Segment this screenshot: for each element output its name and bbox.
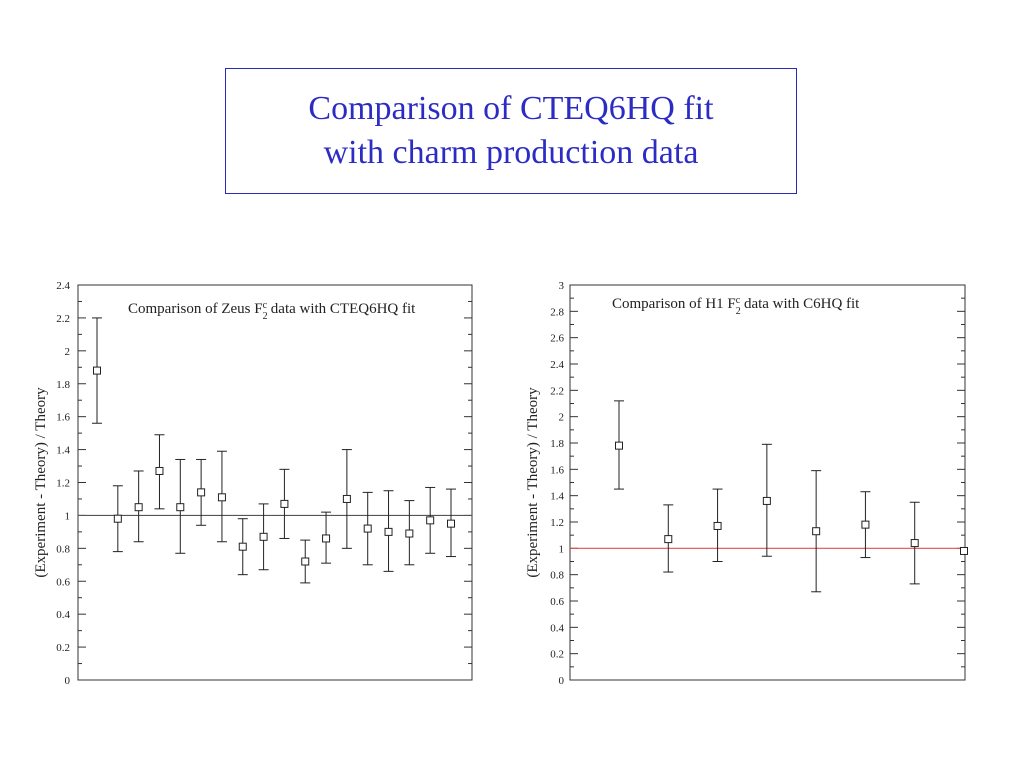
y-tick-label: 0.2 — [56, 642, 70, 654]
data-point — [615, 441, 623, 450]
y-tick-label: 1.8 — [56, 379, 70, 391]
y-tick-label: 2.2 — [56, 313, 70, 325]
data-point — [197, 488, 206, 497]
data-point — [342, 494, 351, 503]
y-tick-label: 1.2 — [550, 517, 564, 529]
y-tick-label: 1.2 — [56, 478, 70, 490]
chart-title: Comparison of H1 F2c data with C6HQ fit — [612, 295, 860, 317]
y-tick-label: 1.6 — [56, 412, 70, 424]
y-axis-label: (Experiment - Theory) / Theory — [33, 387, 49, 578]
slide-title-line-1: Comparison of CTEQ6HQ fit — [308, 90, 714, 127]
data-point — [384, 527, 393, 536]
chart-title: Comparison of Zeus F2c data with CTEQ6HQ… — [128, 300, 416, 322]
y-tick-label: 1.4 — [56, 445, 70, 457]
data-point — [238, 542, 247, 551]
data-point — [322, 534, 331, 543]
plot-frame — [77, 284, 473, 681]
data-point — [812, 527, 821, 536]
data-point — [405, 529, 414, 538]
y-tick-label: 3 — [559, 280, 565, 292]
data-point — [910, 539, 919, 548]
slide-title-line-2: with charm production data — [323, 134, 699, 171]
data-point — [280, 499, 289, 508]
y-tick-label: 0 — [65, 675, 71, 687]
data-point — [259, 532, 268, 541]
y-tick-label: 1.4 — [550, 491, 564, 503]
y-tick-label: 2 — [559, 412, 565, 424]
y-tick-label: 0 — [559, 675, 565, 687]
y-tick-label: 2.6 — [550, 333, 564, 345]
data-point — [960, 546, 968, 555]
slide-title-box: Comparison of CTEQ6HQ fit with charm pro… — [225, 68, 797, 194]
data-point — [217, 493, 226, 502]
chart-2: 0 0.2 0.4 0.6 0.8 1 1.2 1.4 1.6 1.8 2 2.2 2.4 2.6 2.8 3… — [525, 280, 968, 687]
data-point — [363, 524, 372, 533]
y-tick-label: 0.6 — [550, 596, 564, 608]
y-tick-label: 2.4 — [56, 280, 70, 292]
y-tick-label: 0.8 — [56, 543, 70, 555]
y-tick-label: 1 — [65, 510, 71, 522]
data-point — [447, 519, 455, 528]
y-tick-label: 0.4 — [550, 622, 564, 634]
y-tick-label: 2.2 — [550, 385, 564, 397]
y-tick-label: 0.8 — [550, 570, 564, 582]
data-point — [93, 366, 101, 375]
y-axis-label: (Experiment - Theory) / Theory — [525, 387, 541, 578]
y-tick-label: 2 — [65, 346, 71, 358]
data-point — [155, 466, 164, 475]
y-tick-label: 0.4 — [56, 609, 70, 621]
y-tick-label: 1.6 — [550, 464, 564, 476]
data-point — [113, 514, 122, 523]
y-tick-label: 0.6 — [56, 576, 70, 588]
data-point — [301, 557, 310, 566]
data-point — [134, 503, 143, 512]
y-tick-label: 2.8 — [550, 306, 564, 318]
chart-1: 0 0.2 0.4 0.6 0.8 1 1.2 1.4 1.6 1.8 2 2.2 2.4 (Experi… — [33, 280, 473, 687]
data-point — [713, 521, 722, 530]
data-point — [426, 516, 435, 525]
data-point — [762, 496, 771, 505]
data-point — [861, 520, 870, 529]
y-tick-label: 1.8 — [550, 438, 564, 450]
plot-frame — [569, 284, 966, 681]
y-tick-label: 2.4 — [550, 359, 564, 371]
y-tick-label: 1 — [559, 543, 565, 555]
y-tick-label: 0.2 — [550, 649, 564, 661]
data-point — [176, 503, 185, 512]
data-point — [664, 535, 673, 544]
